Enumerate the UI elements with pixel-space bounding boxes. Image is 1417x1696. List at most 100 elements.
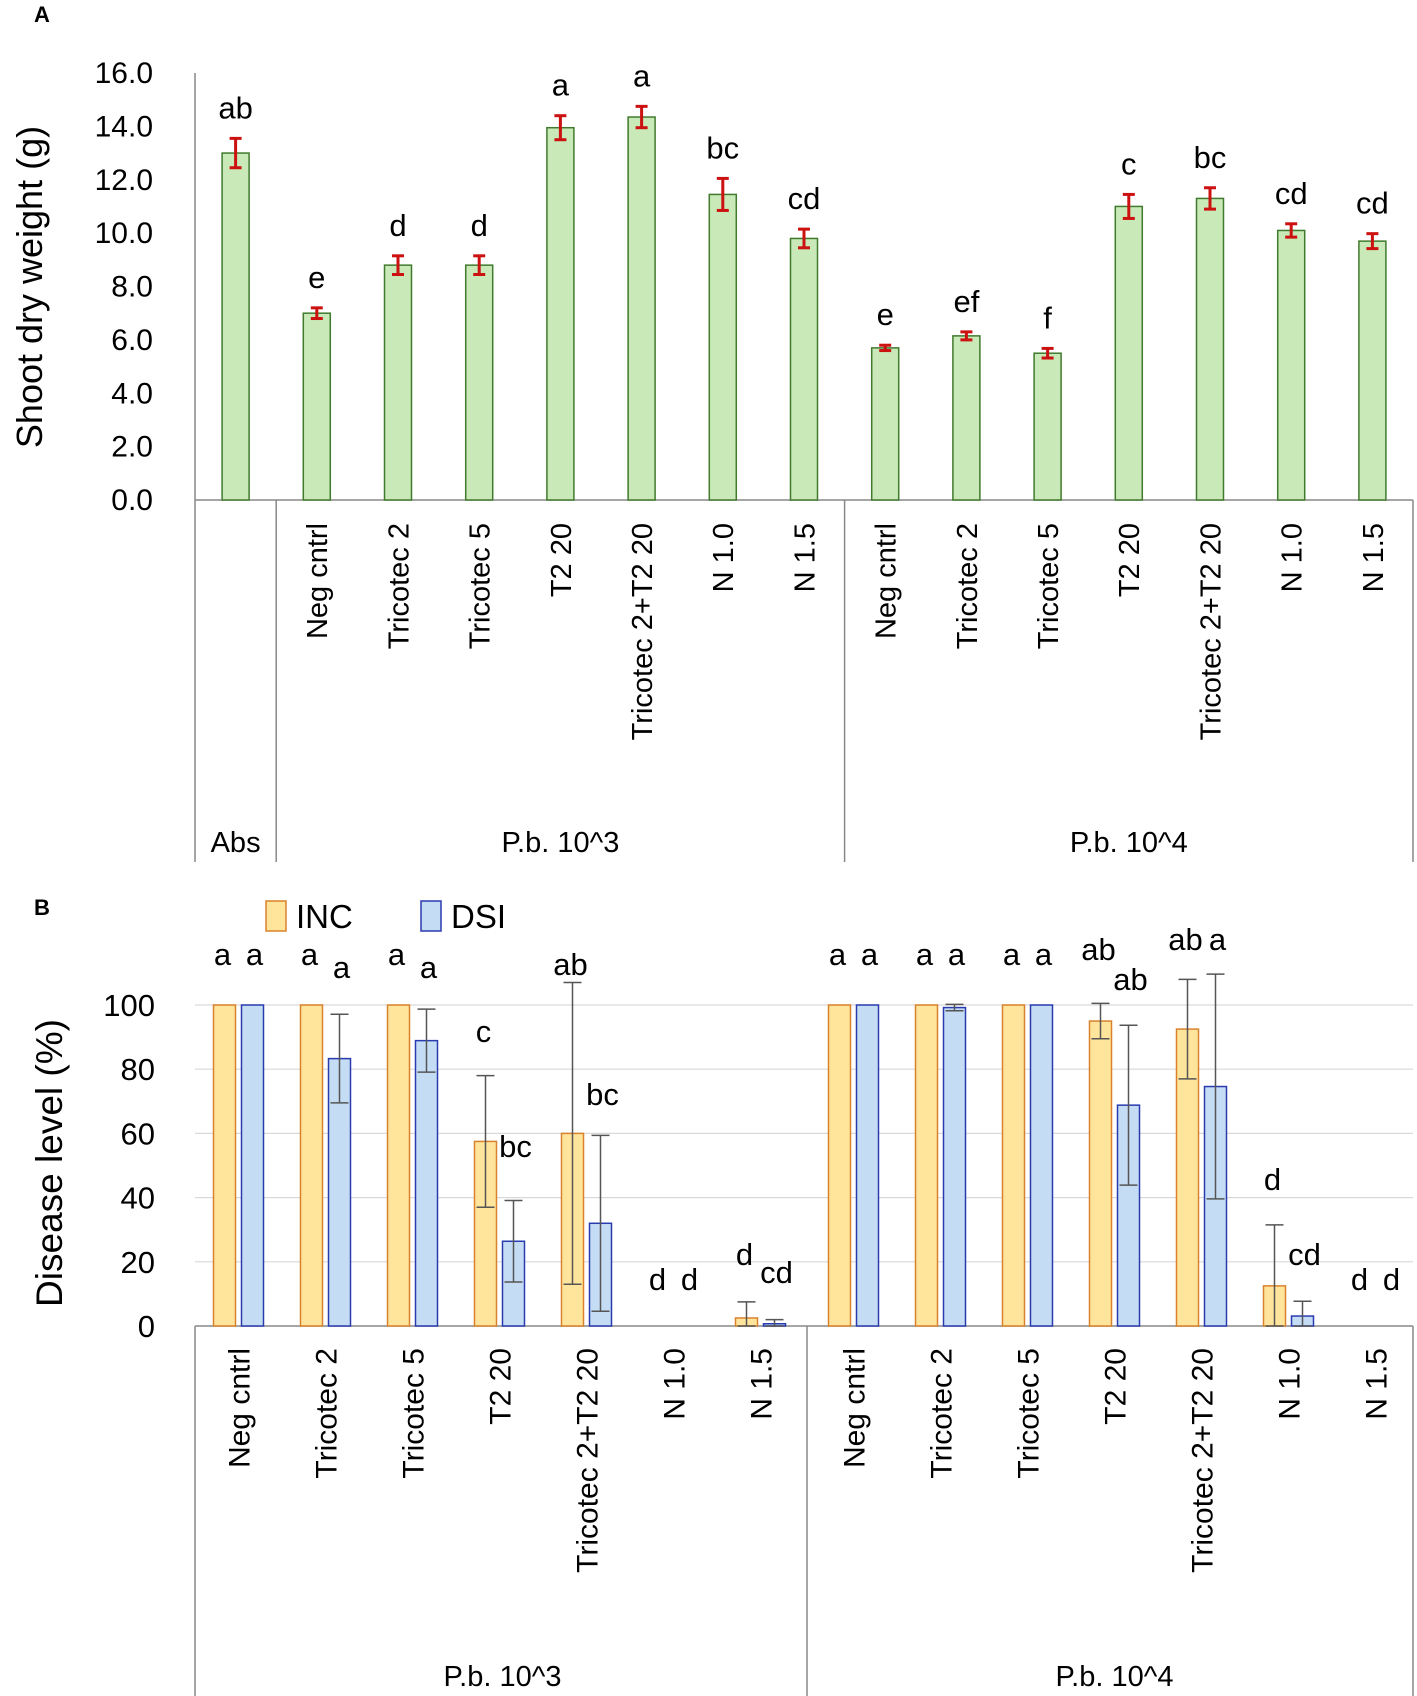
panel-b-dsi-letter: a (420, 950, 438, 985)
panel-b-dsi-error-bar (591, 1134, 610, 1312)
panel-b-category-label: T2 20 (484, 1348, 517, 1425)
panel-a-significance-letter: ab (218, 90, 252, 125)
panel-a-significance-letter: a (552, 68, 570, 103)
panel-a-y-tick-label: 4.0 (111, 377, 153, 410)
panel-a-category-label: Tricotec 2+T2 20 (1195, 523, 1227, 740)
panel-a-category-label: Neg cntrl (871, 523, 903, 639)
panel-a-y-tick-label: 14.0 (95, 110, 153, 143)
panel-a-group-label: P.b. 10^3 (501, 827, 619, 859)
legend-inc-label: INC (296, 898, 353, 935)
panel-b-inc-letter: a (829, 937, 847, 972)
panel-a-significance-letter: c (1121, 146, 1137, 181)
panel-b-inc-letter: a (301, 937, 319, 972)
panel-a-error-bar (473, 254, 486, 276)
panel-a-y-tick-label: 12.0 (95, 164, 153, 197)
panel-b-dsi-letter: a (1209, 922, 1227, 957)
panel-a-significance-letter: bc (706, 130, 739, 165)
panel-a-error-bar (310, 306, 323, 321)
panel-b-inc-letter: d (736, 1237, 753, 1272)
panel-a-bar (789, 237, 819, 501)
panel-a-category-label: Tricotec 2 (383, 523, 415, 649)
panel-b-dsi-letter: ab (1113, 962, 1147, 997)
panel-b-dsi-letter: d (681, 1262, 698, 1297)
panel-a-error-bar (798, 227, 810, 250)
panel-a-significance-letter: d (471, 208, 488, 243)
panel-a-bar (952, 335, 981, 501)
panel-b-dsi-error-bar (417, 1008, 436, 1073)
panel-b-category-label: N 1.5 (745, 1348, 778, 1420)
panel-a-error-bar (1366, 232, 1379, 251)
legend-dsi-label: DSI (451, 898, 506, 935)
panel-a-error-bar (1204, 186, 1216, 211)
panel-a-error-bar (1122, 192, 1135, 220)
panel-b-category-label: Tricotec 5 (397, 1348, 430, 1479)
panel-a-significance-letter: ef (953, 284, 979, 319)
panel-b-inc-bar (299, 1004, 324, 1327)
panel-a-bar (546, 126, 575, 501)
panel-b-dsi-letter: a (246, 937, 264, 972)
panel-a-group-label: Abs (211, 827, 261, 859)
panel-a-significance-letter: e (308, 260, 325, 295)
panel-a-error-bar (554, 114, 567, 142)
panel-b-dsi-letter: d (1383, 1262, 1400, 1297)
panel-a-bar (221, 152, 250, 501)
panel-a-category-label: Tricotec 5 (1033, 523, 1065, 649)
panel-b-dsi-letter: cd (1288, 1237, 1321, 1272)
panel-a-category-label: Tricotec 5 (465, 523, 497, 649)
panel-b-letter: B (34, 895, 50, 920)
panel-b-category-label: Tricotec 2+T2 20 (571, 1348, 604, 1573)
panel-b-dsi-bar (414, 1039, 439, 1327)
panel-b-inc-bar (827, 1004, 852, 1327)
panel-b-inc-error-bar (1091, 1002, 1110, 1040)
panel-b-inc-bar (914, 1004, 939, 1327)
panel-b-inc-letter: c (476, 1014, 492, 1049)
panel-b-y-tick-label: 100 (103, 988, 155, 1023)
panel-b-y-tick-label: 60 (121, 1116, 155, 1151)
panel-b-inc-error-bar (1178, 978, 1197, 1080)
panel-b-inc-error-bar (563, 981, 582, 1286)
panel-b-dsi-error-bar (1206, 973, 1225, 1200)
panel-a-group-label: P.b. 10^4 (1070, 827, 1188, 859)
panel-a-error-bar (716, 176, 729, 212)
panel-a-y-tick-label: 8.0 (111, 271, 153, 304)
panel-a-category-label: Tricotec 2 (952, 523, 984, 649)
panel-b-inc-bar (1001, 1004, 1026, 1327)
panel-a-error-bar (1285, 222, 1298, 239)
panel-b-dsi-letter: cd (760, 1255, 793, 1290)
panel-b-inc-bar (386, 1004, 411, 1327)
panel-a-error-bar (229, 136, 242, 170)
panel-a-significance-letter: f (1043, 300, 1052, 335)
legend-inc-swatch (265, 900, 287, 932)
panel-b-inc-letter: d (1351, 1262, 1368, 1297)
panel-a-y-tick-label: 6.0 (111, 324, 153, 357)
panel-b-inc-bar (1088, 1020, 1113, 1327)
panel-b-dsi-bar (855, 1004, 880, 1327)
panel-b-dsi-error-bar (945, 1003, 964, 1012)
panel-b-inc-letter: ab (1081, 932, 1115, 967)
panel-b-inc-letter: a (1003, 937, 1021, 972)
panel-a-bar (1114, 205, 1144, 501)
panel-a-category-label: T2 20 (1114, 523, 1146, 597)
panel-a-chart: 0.0 2.0 4.0 6.0 8.0 10.0 12.0 14.0 16.0 Shoot dry… (9, 57, 1414, 862)
panel-b-dsi-bar (240, 1004, 265, 1327)
panel-a-error-bar (960, 330, 973, 342)
panel-b-group-label: P.b. 10^4 (1056, 1661, 1174, 1693)
panel-b-legend: INC DSI (265, 898, 506, 935)
panel-b-dsi-letter: a (948, 937, 966, 972)
panel-a-y-tick-label: 2.0 (111, 431, 153, 464)
panel-b-category-label: Tricotec 2+T2 20 (1186, 1348, 1219, 1573)
panel-a-category-label: N 1.0 (1277, 523, 1309, 592)
panel-b-inc-error-bar (476, 1074, 495, 1208)
panel-a-significance-letter: d (389, 208, 406, 243)
panel-b-category-label: N 1.5 (1360, 1348, 1393, 1420)
panel-b-y-tick-label: 80 (121, 1052, 155, 1087)
panel-b-category-label: N 1.0 (1273, 1348, 1306, 1420)
panel-a-significance-letter: e (877, 297, 894, 332)
panel-a-category-label: N 1.5 (1358, 523, 1390, 592)
panel-a-y-axis-title: Shoot dry weight (g) (9, 126, 50, 448)
panel-b-dsi-letter: a (333, 950, 351, 985)
panel-b-dsi-letter: a (1035, 937, 1053, 972)
panel-a-category-label: N 1.5 (789, 523, 821, 592)
